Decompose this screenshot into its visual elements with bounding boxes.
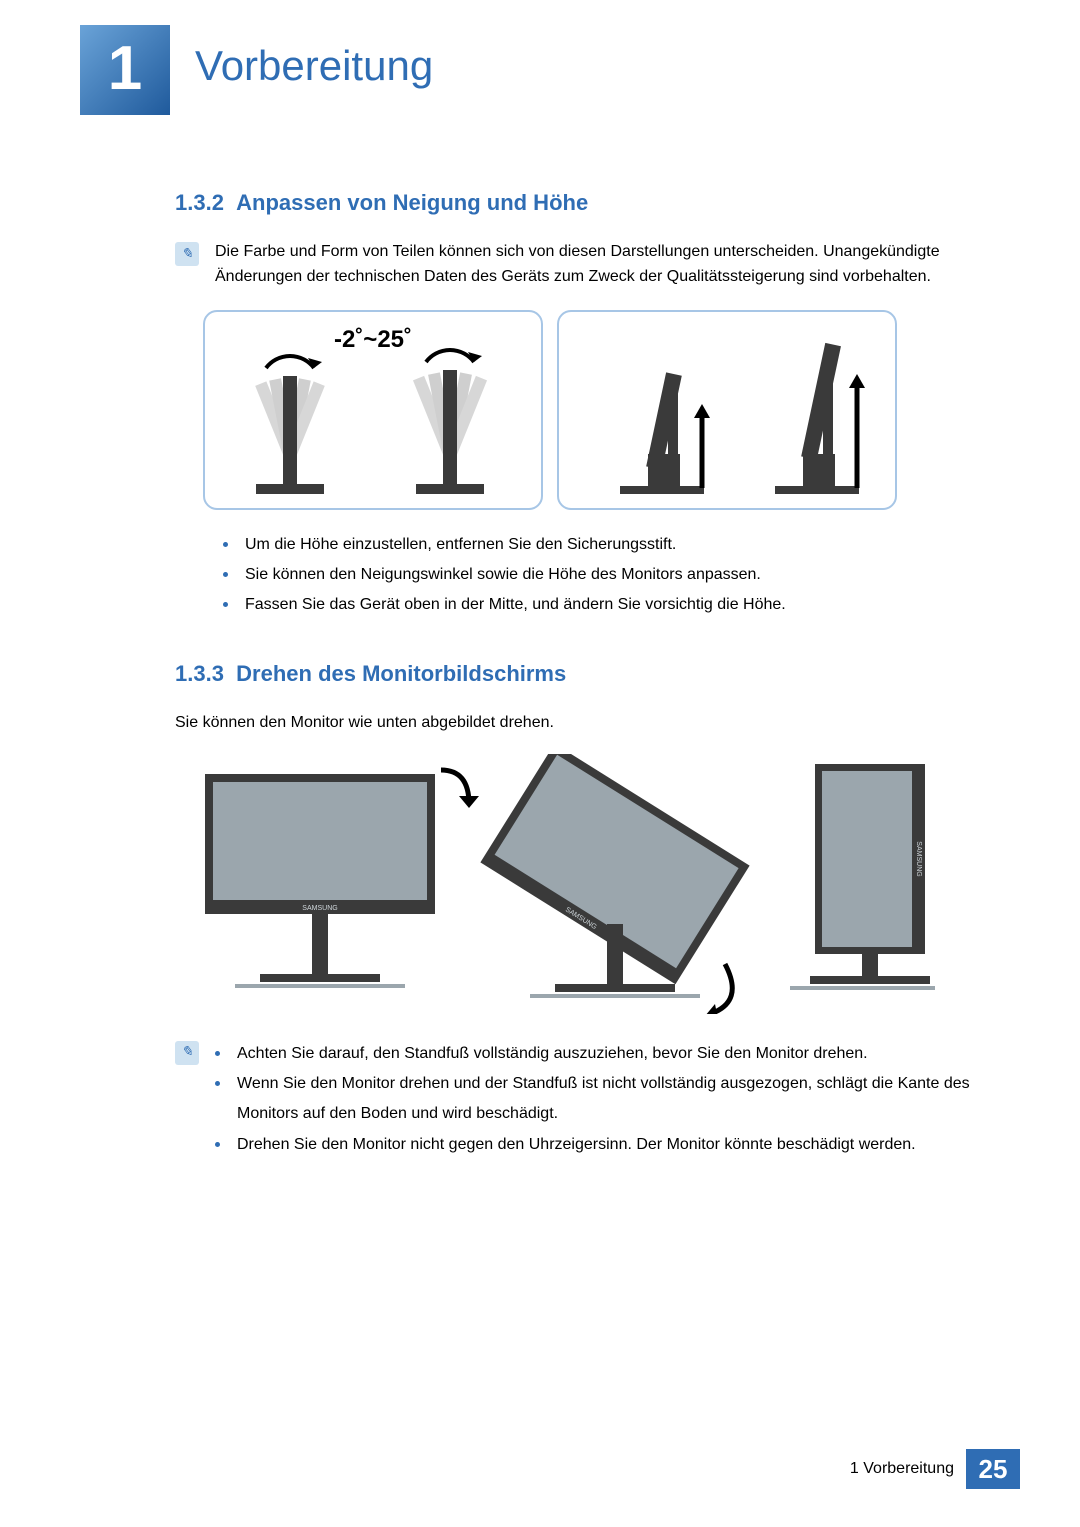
note-block-132: ✎ Die Farbe und Form von Teilen können s… (175, 240, 990, 290)
note-text: Die Farbe und Form von Teilen können sic… (215, 240, 990, 290)
page-footer: 1 Vorbereitung 25 (850, 1449, 1020, 1489)
rotation-diagram: SAMSUNG SAMSUNG (175, 754, 990, 1019)
page-header: 1 Vorbereitung (0, 0, 1080, 140)
chapter-title: Vorbereitung (195, 42, 433, 90)
tilt-diagram: -2˚~25˚ (203, 310, 543, 510)
height-diagram (557, 310, 897, 510)
note-icon: ✎ (175, 242, 199, 266)
bullet-item: Fassen Sie das Gerät oben in der Mitte, … (223, 590, 990, 620)
bullet-item: Achten Sie darauf, den Standfuß vollstän… (215, 1039, 990, 1069)
svg-text:SAMSUNG: SAMSUNG (915, 841, 922, 876)
bullet-item: Sie können den Neigungswinkel sowie die … (223, 560, 990, 590)
svg-text:SAMSUNG: SAMSUNG (302, 905, 337, 912)
bullets-133: Achten Sie darauf, den Standfuß vollstän… (215, 1039, 990, 1161)
section-heading-133: 1.3.3 Drehen des Monitorbildschirms (175, 661, 990, 687)
intro-133: Sie können den Monitor wie unten abgebil… (175, 711, 990, 736)
footer-page-number: 25 (966, 1449, 1020, 1489)
tilt-height-diagrams: -2˚~25˚ (203, 310, 990, 510)
chapter-number-badge: 1 (80, 25, 170, 115)
bullet-item: Wenn Sie den Monitor drehen und der Stan… (215, 1069, 990, 1130)
bullet-item: Um die Höhe einzustellen, entfernen Sie … (223, 530, 990, 560)
note-block-133: ✎ Achten Sie darauf, den Standfuß vollst… (175, 1039, 990, 1161)
bullets-132: Um die Höhe einzustellen, entfernen Sie … (223, 530, 990, 621)
svg-text:1: 1 (108, 34, 142, 103)
bullet-item: Drehen Sie den Monitor nicht gegen den U… (215, 1130, 990, 1160)
angle-label: -2˚~25˚ (334, 326, 412, 354)
page-content: 1.3.2 Anpassen von Neigung und Höhe ✎ Di… (175, 190, 990, 1180)
note-icon: ✎ (175, 1041, 199, 1065)
footer-chapter-label: 1 Vorbereitung (850, 1460, 966, 1478)
section-heading-132: 1.3.2 Anpassen von Neigung und Höhe (175, 190, 990, 216)
